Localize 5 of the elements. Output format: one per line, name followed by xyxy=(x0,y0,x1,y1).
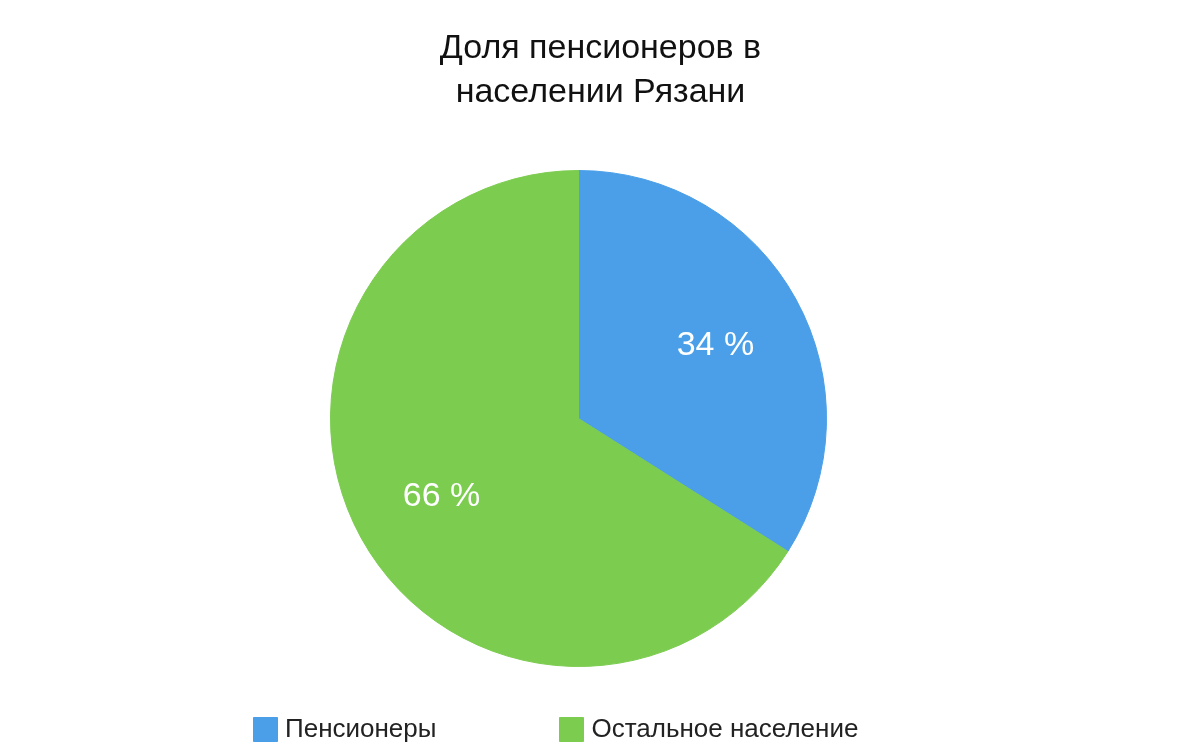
chart-title: Доля пенсионеров в населении Рязани xyxy=(439,26,762,109)
data-label: 66 % xyxy=(402,474,481,513)
legend-label: Остальное население xyxy=(591,713,859,744)
legend-label: Пенсионеры xyxy=(285,713,437,744)
data-label: 34 % xyxy=(676,324,755,363)
